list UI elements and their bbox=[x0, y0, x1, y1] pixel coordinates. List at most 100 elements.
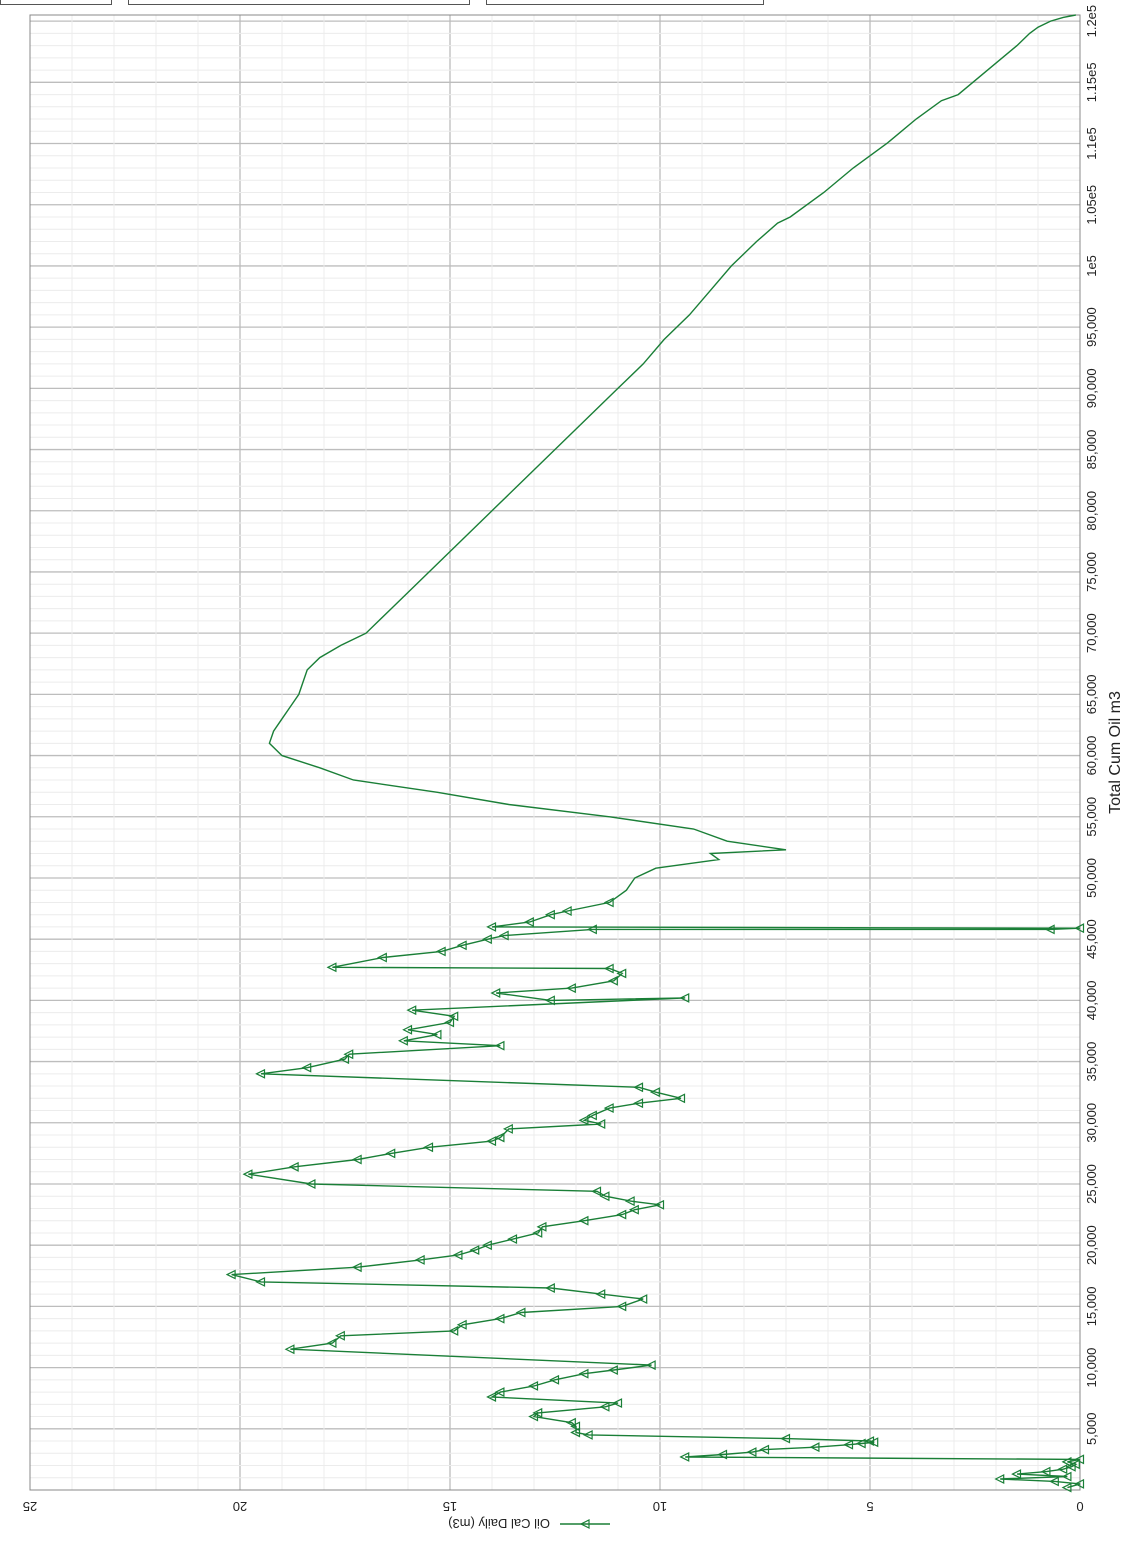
data-point bbox=[528, 1380, 539, 1391]
y-tick-label: 15 bbox=[443, 1499, 457, 1514]
data-point bbox=[255, 1068, 266, 1079]
series-line bbox=[231, 14, 1081, 1489]
data-point bbox=[628, 1204, 639, 1215]
toolbar-box bbox=[486, 0, 764, 5]
data-point bbox=[616, 1301, 627, 1312]
data-point bbox=[494, 1387, 505, 1398]
data-point bbox=[490, 988, 501, 998]
plot-area bbox=[30, 15, 1080, 1490]
data-point bbox=[326, 962, 337, 973]
y-tick-label: 20 bbox=[233, 1499, 247, 1514]
data-point bbox=[1040, 1466, 1051, 1477]
data-point bbox=[1057, 1464, 1068, 1475]
x-tick-label: 10,000 bbox=[1084, 1348, 1099, 1388]
data-point bbox=[498, 930, 509, 941]
data-point bbox=[1061, 1471, 1072, 1482]
data-point bbox=[864, 1436, 875, 1447]
data-point bbox=[549, 1374, 560, 1385]
data-point bbox=[616, 1209, 627, 1220]
data-point bbox=[402, 1024, 413, 1035]
data-point bbox=[633, 1082, 644, 1093]
data-point bbox=[494, 1040, 505, 1051]
data-point bbox=[1061, 1482, 1072, 1493]
data-point bbox=[544, 995, 555, 1006]
data-point bbox=[1048, 1476, 1059, 1487]
data-point bbox=[452, 1250, 463, 1260]
data-point bbox=[994, 1474, 1005, 1484]
data-point bbox=[582, 1429, 593, 1440]
x-tick-label: 5,000 bbox=[1084, 1413, 1099, 1446]
data-point bbox=[561, 906, 572, 916]
data-point bbox=[603, 897, 614, 908]
data-point bbox=[616, 968, 627, 979]
data-point bbox=[515, 1307, 526, 1318]
x-tick-label: 30,000 bbox=[1084, 1103, 1099, 1143]
x-tick-label: 55,000 bbox=[1084, 797, 1099, 837]
data-point bbox=[486, 1391, 497, 1402]
data-point bbox=[507, 1234, 518, 1245]
legend-marker bbox=[579, 1519, 590, 1529]
data-point bbox=[570, 1427, 581, 1438]
data-point bbox=[1069, 1459, 1080, 1470]
data-point bbox=[679, 992, 690, 1003]
x-tick-label: 65,000 bbox=[1084, 674, 1099, 714]
x-tick-label: 25,000 bbox=[1084, 1164, 1099, 1204]
data-point bbox=[586, 1110, 597, 1121]
y-tick-label: 5 bbox=[866, 1499, 873, 1514]
data-point bbox=[855, 1438, 866, 1449]
data-point bbox=[809, 1442, 820, 1453]
data-point bbox=[481, 934, 492, 945]
data-point bbox=[746, 1447, 757, 1458]
x-tick-label: 70,000 bbox=[1084, 613, 1099, 653]
data-point bbox=[528, 1411, 539, 1422]
x-tick-label: 90,000 bbox=[1084, 368, 1099, 408]
data-point bbox=[414, 1254, 425, 1265]
x-tick-label: 45,000 bbox=[1084, 919, 1099, 959]
data-point bbox=[242, 1169, 253, 1180]
x-tick-label: 20,000 bbox=[1084, 1225, 1099, 1265]
x-axis-label: Total Cum Oil m3 bbox=[1107, 691, 1124, 814]
plot-frame bbox=[29, 14, 1081, 1491]
toolbar-box bbox=[128, 0, 470, 5]
data-point bbox=[595, 1119, 606, 1129]
data-point bbox=[326, 1338, 337, 1349]
x-tick-label: 1e5 bbox=[1084, 255, 1099, 277]
x-tick-label: 50,000 bbox=[1084, 858, 1099, 898]
data-point bbox=[565, 1417, 576, 1428]
data-point bbox=[1061, 1456, 1072, 1467]
data-point bbox=[486, 921, 497, 932]
data-point bbox=[523, 917, 534, 928]
data-point bbox=[679, 1451, 690, 1462]
data-point bbox=[1044, 924, 1055, 935]
data-point bbox=[448, 1325, 459, 1336]
data-point bbox=[343, 1049, 354, 1060]
data-point bbox=[502, 1123, 513, 1134]
data-point bbox=[637, 1294, 648, 1305]
data-point bbox=[456, 1319, 467, 1330]
data-point bbox=[456, 940, 467, 951]
x-tick-label: 1.15e5 bbox=[1084, 62, 1099, 102]
data-point bbox=[578, 1368, 589, 1379]
data-point bbox=[780, 1433, 791, 1444]
data-point bbox=[591, 1186, 602, 1197]
data-point bbox=[536, 1221, 547, 1232]
data-point bbox=[565, 983, 576, 994]
data-point bbox=[649, 1087, 660, 1098]
data-point bbox=[586, 924, 597, 935]
data-point bbox=[351, 1262, 362, 1273]
x-tick-label: 35,000 bbox=[1084, 1042, 1099, 1082]
data-point bbox=[448, 1011, 459, 1022]
data-point bbox=[435, 946, 446, 957]
data-point bbox=[532, 1227, 543, 1238]
data-point bbox=[633, 1098, 644, 1109]
data-point bbox=[494, 1313, 505, 1324]
data-point bbox=[481, 1240, 492, 1251]
data-point bbox=[759, 1444, 770, 1455]
data-point bbox=[486, 1136, 497, 1147]
x-tick-label: 85,000 bbox=[1084, 430, 1099, 470]
y-tick-label: 10 bbox=[653, 1499, 667, 1514]
data-point bbox=[578, 1215, 589, 1226]
data-point bbox=[645, 1360, 656, 1371]
